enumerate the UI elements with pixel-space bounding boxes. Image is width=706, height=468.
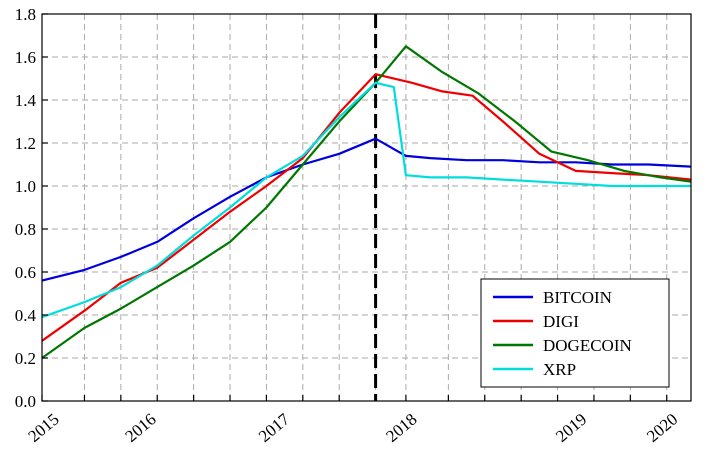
y-tick-label: 1.6 [15,48,36,67]
legend-label-dogecoin: DOGECOIN [543,336,632,355]
x-tick-label: 2015 [24,410,62,446]
legend: BITCOIN DIGI DOGECOIN XRP [480,278,670,388]
series-line-bitcoin [41,137,692,282]
plot-frame [41,13,692,402]
y-tick-label: 1.4 [15,91,37,110]
y-tick-label: 0.0 [15,392,36,411]
legend-label-xrp: XRP [543,360,576,379]
legend-label-digi: DIGI [543,312,579,331]
y-tick-label: 0.8 [15,220,36,239]
x-tick-label: 2017 [255,409,294,446]
legend-label-bitcoin: BITCOIN [543,288,612,307]
x-axis: 2015 2016 2017 2018 2019 2020 [24,395,681,446]
x-tick-label: 2016 [121,410,159,446]
x-tick-label: 2019 [552,410,590,446]
y-axis: 0.0 0.2 0.4 0.6 0.8 1.0 1.2 1.4 1.6 1.8 [15,5,48,411]
series-line-xrp [41,81,691,319]
y-tick-label: 1.2 [15,134,36,153]
x-tick-label: 2018 [382,410,420,446]
x-tick-label: 2020 [643,410,681,446]
series-line-digi [41,73,692,342]
y-tick-label: 0.6 [15,263,36,282]
y-tick-label: 1.8 [15,5,36,24]
y-tick-label: 1.0 [15,177,36,196]
y-tick-label: 0.4 [15,306,37,325]
series-lines [41,45,692,359]
y-tick-label: 0.2 [15,349,36,368]
